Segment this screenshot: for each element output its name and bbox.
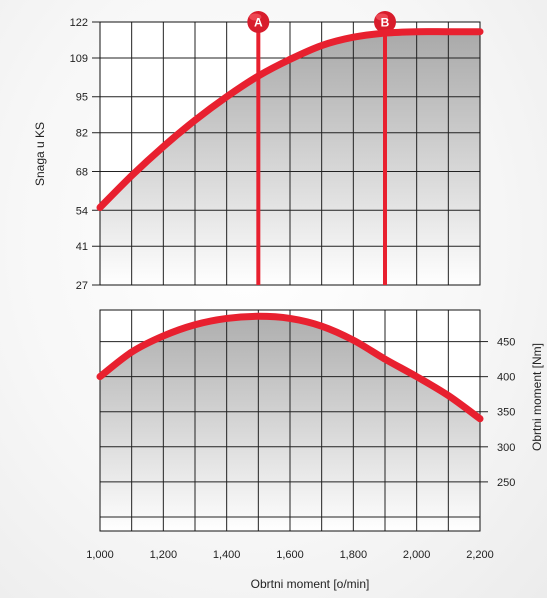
x-tick-label: 2,000 xyxy=(403,549,431,561)
y-tick-label: 122 xyxy=(70,17,88,29)
y-tick-label: 250 xyxy=(497,477,515,489)
y-tick-label: 41 xyxy=(76,241,88,253)
marker-label-a: A xyxy=(254,16,263,30)
x-axis-title: Obrtni moment [o/min] xyxy=(251,577,370,591)
torque-curve xyxy=(96,312,484,423)
marker-label-b: B xyxy=(381,16,390,30)
marker-highlight xyxy=(249,13,262,21)
x-tick-label: 1,600 xyxy=(276,549,304,561)
y-tick-label: 450 xyxy=(497,337,515,349)
y-tick-label: 300 xyxy=(497,442,515,454)
y-tick-label: 400 xyxy=(497,372,515,384)
torque-grid xyxy=(100,310,480,531)
x-tick-label: 1,800 xyxy=(340,549,368,561)
x-tick-label: 2,200 xyxy=(466,549,494,561)
y-tick-label: 27 xyxy=(76,280,88,292)
marker-highlight xyxy=(376,13,388,21)
y-tick-label: 350 xyxy=(497,407,515,419)
x-ticks: 1,000 1,200 1,400 1,600 1,800 2,000 2,200 xyxy=(86,549,494,561)
power-y-ticks: 27 41 54 68 82 95 109 122 xyxy=(70,17,100,292)
y-tick-label: 68 xyxy=(76,166,88,178)
torque-panel: 250 300 350 400 450 Obrtni moment [Nm] xyxy=(96,309,544,532)
power-plot-border xyxy=(99,21,481,286)
y-tick-label: 82 xyxy=(76,128,88,140)
power-axis-title: Snaga u KS xyxy=(33,122,47,186)
y-tick-label: 109 xyxy=(70,53,88,65)
y-tick-label: 95 xyxy=(76,92,88,104)
torque-axis-title: Obrtni moment [Nm] xyxy=(530,343,544,451)
x-tick-label: 1,000 xyxy=(86,549,114,561)
power-curve xyxy=(96,28,484,211)
torque-y-ticks: 250 300 350 400 450 xyxy=(480,337,515,489)
x-tick-label: 1,400 xyxy=(213,549,241,561)
x-tick-label: 1,200 xyxy=(150,549,178,561)
y-tick-label: 54 xyxy=(76,205,88,217)
